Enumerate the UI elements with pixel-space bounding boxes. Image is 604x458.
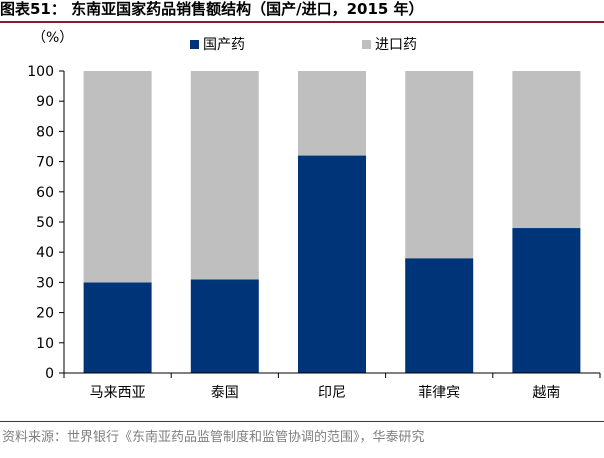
bar-domestic bbox=[512, 228, 581, 373]
y-tick-label: 80 bbox=[36, 124, 54, 140]
bar-imported bbox=[512, 71, 581, 229]
bar-imported bbox=[83, 71, 152, 283]
legend-label-domestic: 国产药 bbox=[203, 37, 245, 53]
bar-imported bbox=[190, 71, 259, 280]
legend-item-imported: 进口药 bbox=[362, 34, 417, 54]
x-category-label: 菲律宾 bbox=[418, 385, 460, 401]
bar-domestic bbox=[405, 258, 474, 373]
y-tick-label: 60 bbox=[36, 185, 54, 201]
title-divider bbox=[0, 21, 604, 23]
legend-swatch-imported bbox=[362, 39, 371, 49]
x-category-label: 泰国 bbox=[211, 385, 239, 401]
y-axis-unit: （%） bbox=[32, 30, 74, 46]
y-tick-label: 70 bbox=[36, 155, 54, 171]
x-category-label: 马来西亚 bbox=[90, 385, 146, 401]
x-category-label: 印尼 bbox=[318, 385, 346, 401]
bar-imported bbox=[405, 71, 474, 259]
y-tick-label: 20 bbox=[36, 306, 54, 322]
legend-label-imported: 进口药 bbox=[375, 37, 417, 53]
y-tick-label: 30 bbox=[36, 275, 54, 291]
y-tick-label: 40 bbox=[36, 245, 54, 261]
bar-imported bbox=[298, 71, 366, 156]
source-note: 资料来源：世界银行《东南亚药品监管制度和监管协调的范围》，华泰研究 bbox=[2, 430, 425, 445]
x-category-label: 越南 bbox=[532, 385, 560, 401]
legend-item-domestic: 国产药 bbox=[190, 34, 245, 54]
y-tick-label: 10 bbox=[36, 336, 54, 352]
y-tick-label: 90 bbox=[36, 94, 54, 110]
legend-swatch-domestic bbox=[190, 39, 199, 49]
chart-title: 图表51： 东南亚国家药品销售额结构（国产/进口，2015 年） bbox=[0, 0, 424, 18]
bar-domestic bbox=[190, 279, 259, 373]
y-tick-label: 50 bbox=[36, 215, 54, 231]
source-divider bbox=[0, 421, 604, 422]
y-tick-label: 0 bbox=[45, 366, 54, 382]
bar-domestic bbox=[83, 282, 152, 373]
y-tick-label: 100 bbox=[27, 64, 54, 80]
chart-plot: 0 10 20 30 40 50 60 70 80 90 100 马来西亚 泰国 印尼 菲律宾 越南 bbox=[27, 64, 601, 401]
bar-domestic bbox=[298, 155, 366, 373]
